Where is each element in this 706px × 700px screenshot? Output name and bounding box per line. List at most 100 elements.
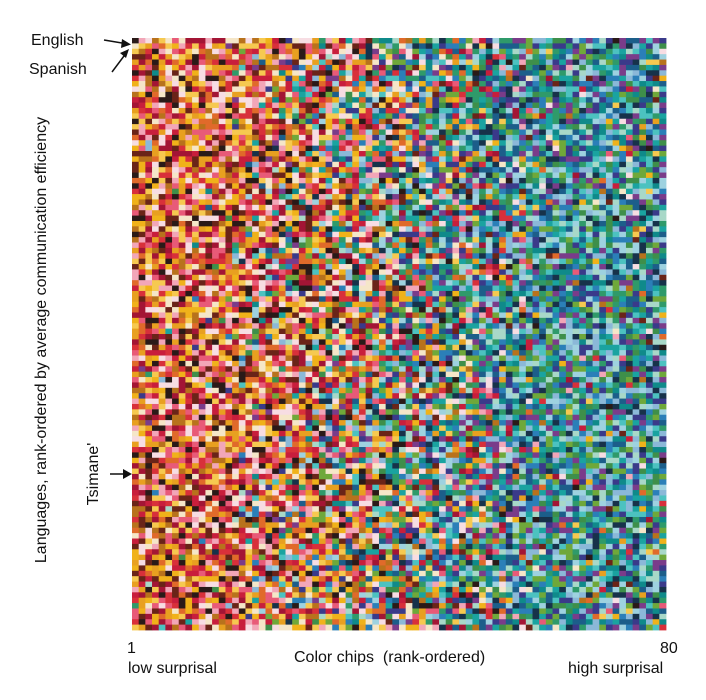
heatmap-cell (305, 194, 313, 200)
heatmap-cell (472, 48, 480, 55)
heatmap-cell (392, 102, 400, 109)
heatmap-cell (192, 107, 200, 114)
heatmap-cell (258, 258, 266, 265)
heatmap-cell (218, 269, 226, 276)
heatmap-cell (539, 102, 547, 109)
heatmap-cell (385, 118, 393, 125)
heatmap-cell (599, 366, 607, 373)
heatmap-cell (405, 280, 413, 286)
heatmap-cell (485, 59, 493, 66)
heatmap-cell (285, 177, 293, 184)
heatmap-cell (385, 188, 393, 195)
heatmap-cell (192, 124, 200, 130)
heatmap-cell (605, 301, 613, 308)
heatmap-cell (212, 226, 220, 233)
heatmap-cell (265, 145, 273, 152)
heatmap-cell (152, 64, 160, 71)
heatmap-cell (345, 64, 353, 71)
heatmap-cell (352, 312, 360, 319)
heatmap-cell (365, 151, 373, 157)
heatmap-cell (132, 172, 140, 179)
heatmap-cell (519, 188, 527, 195)
heatmap-cell (172, 366, 180, 373)
heatmap-cell (439, 301, 447, 308)
heatmap-cell (238, 151, 246, 157)
heatmap-cell (605, 177, 613, 184)
heatmap-cell (399, 339, 407, 346)
heatmap-cell (439, 339, 447, 346)
heatmap-cell (425, 204, 433, 211)
heatmap-cell (472, 194, 480, 200)
heatmap-cell (545, 64, 553, 71)
heatmap-cell (552, 242, 560, 249)
heatmap-cell (432, 350, 440, 356)
heatmap-cell (599, 151, 607, 157)
heatmap-cell (419, 317, 427, 324)
heatmap-cell (499, 48, 507, 55)
heatmap-cell (265, 253, 273, 260)
heatmap-cell (305, 118, 313, 125)
heatmap-cell (592, 242, 600, 249)
heatmap-cell (645, 307, 654, 313)
heatmap-cell (479, 194, 487, 200)
heatmap-cell (512, 301, 520, 308)
heatmap-cell (305, 177, 313, 184)
heatmap-cell (265, 167, 273, 173)
heatmap-cell (605, 307, 613, 313)
heatmap-cell (138, 360, 146, 367)
heatmap-cell (632, 344, 640, 351)
heatmap-cell (278, 134, 286, 141)
heatmap-cell (272, 156, 280, 163)
heatmap-cell (318, 140, 326, 147)
heatmap-cell (592, 124, 600, 130)
heatmap-cell (272, 328, 280, 335)
heatmap-cell (185, 317, 193, 324)
heatmap-cell (245, 199, 253, 206)
heatmap-cell (445, 188, 453, 195)
heatmap-cell (338, 172, 346, 179)
heatmap-cell (465, 312, 473, 319)
heatmap-cell (345, 48, 353, 55)
heatmap-cell (539, 199, 547, 206)
heatmap-cell (545, 307, 553, 313)
heatmap-cell (372, 107, 380, 114)
heatmap-cell (572, 237, 580, 243)
heatmap-cell (485, 194, 493, 200)
heatmap-cell (225, 183, 233, 190)
heatmap-cell (158, 199, 166, 206)
heatmap-cell (165, 102, 173, 109)
heatmap-cell (472, 134, 480, 141)
heatmap-cell (178, 97, 186, 103)
heatmap-cell (559, 124, 567, 130)
heatmap-cell (552, 145, 560, 152)
heatmap-cell (272, 54, 280, 60)
heatmap-cell (419, 151, 427, 157)
heatmap-cell (278, 285, 286, 292)
heatmap-cell (325, 317, 333, 324)
heatmap-cell (592, 231, 600, 238)
heatmap-cell (525, 199, 533, 206)
heatmap-cell (659, 253, 667, 260)
heatmap-cell (298, 129, 306, 136)
heatmap-cell (352, 97, 360, 103)
heatmap-cell (378, 91, 387, 98)
heatmap-cell (138, 296, 146, 303)
heatmap-cell (358, 81, 367, 87)
heatmap-cell (278, 258, 286, 265)
heatmap-cell (552, 86, 560, 93)
heatmap-cell (559, 183, 567, 190)
heatmap-cell (625, 285, 634, 292)
heatmap-cell (212, 64, 220, 71)
heatmap-cell (632, 247, 640, 254)
heatmap-cell (459, 43, 467, 50)
heatmap-cell (652, 220, 660, 227)
heatmap-cell (132, 177, 140, 184)
heatmap-cell (332, 140, 340, 147)
heatmap-cell (592, 220, 600, 227)
heatmap-cell (392, 339, 400, 346)
heatmap-cell (318, 334, 326, 340)
heatmap-cell (358, 253, 367, 260)
heatmap-cell (472, 355, 480, 362)
heatmap-cell (539, 366, 547, 373)
heatmap-cell (599, 210, 607, 216)
